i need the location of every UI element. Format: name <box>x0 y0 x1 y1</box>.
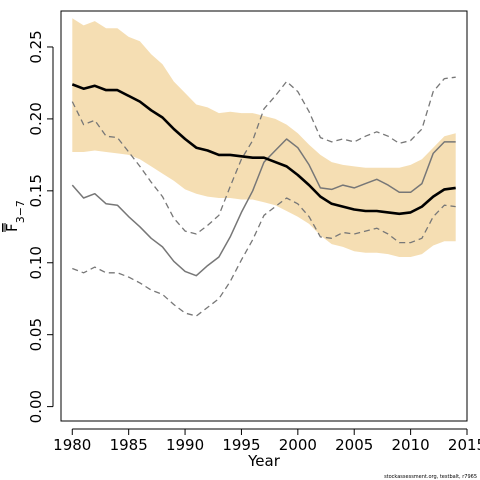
x-tick-label: 2005 <box>335 436 373 454</box>
y-axis-title: F3−7 <box>3 200 27 232</box>
x-tick-label: 2015 <box>448 436 480 454</box>
y-axis-title-subscript: 3−7 <box>14 200 27 223</box>
x-tick-label: 2010 <box>392 436 430 454</box>
y-axis-title-group: F3−7 <box>3 200 27 232</box>
previous-lower-line <box>72 197 456 317</box>
y-axis-title-main: F <box>3 223 21 232</box>
y-tick-label: 0.10 <box>27 246 45 279</box>
y-axis-title-text: F3−7 <box>3 200 27 232</box>
x-tick-label: 1980 <box>53 436 91 454</box>
footnote: stockassessment.org, testbalt, r7965 <box>384 474 477 480</box>
x-axis-title: Year <box>247 452 281 470</box>
y-tick-label: 0.05 <box>27 318 45 351</box>
x-axis: 1980 1985 1990 1995 2000 2005 2010 2015 <box>53 428 480 454</box>
previous-upper-line <box>71 76 456 235</box>
x-tick-label: 1990 <box>166 436 204 454</box>
y-tick-label: 0.15 <box>27 174 45 207</box>
x-tick-label: 1995 <box>222 436 260 454</box>
confidence-band <box>72 18 456 258</box>
estimate-line <box>71 83 456 216</box>
plot-area <box>71 18 456 317</box>
plot-frame <box>60 10 468 422</box>
x-tick-label: 1985 <box>110 436 148 454</box>
y-tick-label: 0.20 <box>27 102 45 135</box>
y-tick-label: 0.25 <box>27 30 45 63</box>
y-axis: 0.00 0.05 0.10 0.15 0.20 0.25 <box>27 30 54 423</box>
previous-estimate-line <box>71 138 456 277</box>
x-tick-label: 2000 <box>279 436 317 454</box>
y-tick-label: 0.00 <box>27 390 45 423</box>
